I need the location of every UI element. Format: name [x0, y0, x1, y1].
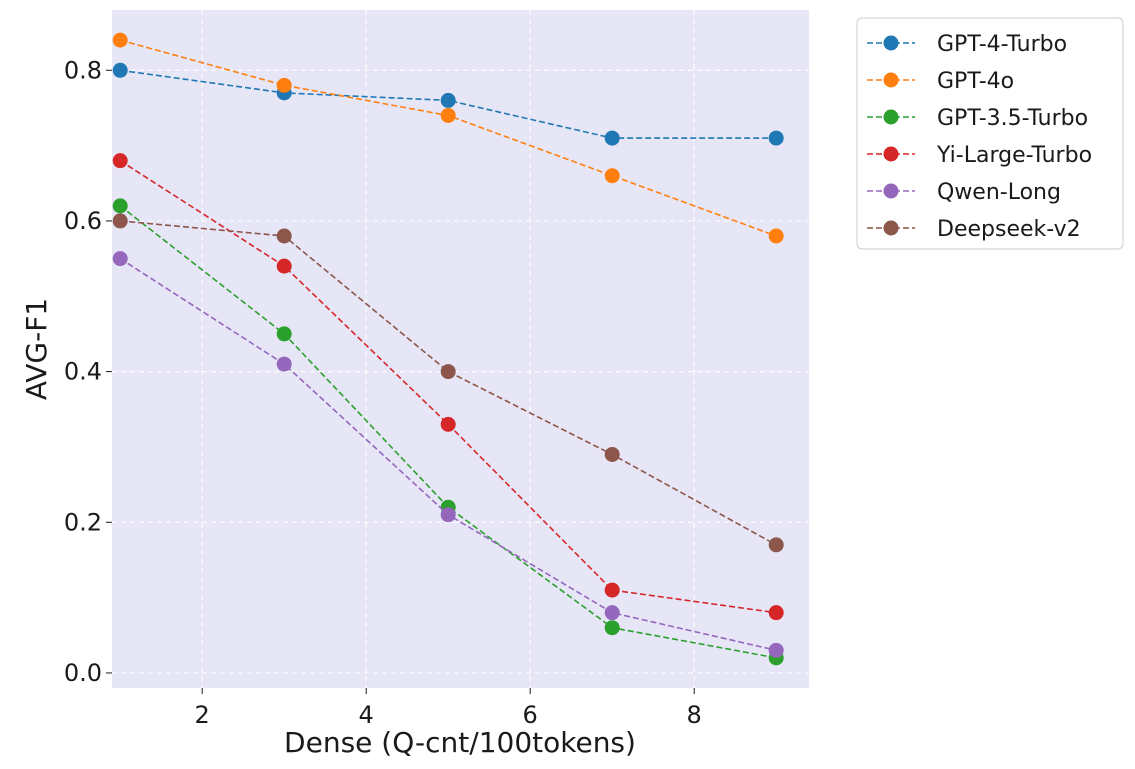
legend-marker [883, 72, 899, 88]
legend-label: GPT-3.5-Turbo [937, 106, 1088, 131]
legend-label: Yi-Large-Turbo [936, 143, 1092, 168]
x-axis-ticks: 2 4 6 8 [195, 688, 702, 729]
data-point [276, 326, 292, 342]
y-tick-label: 0.6 [64, 207, 102, 235]
legend-marker [883, 109, 899, 125]
data-point [112, 251, 128, 267]
x-tick-label: 8 [687, 701, 702, 729]
data-point [440, 364, 456, 380]
data-point [276, 77, 292, 93]
legend-label: GPT-4-Turbo [937, 32, 1067, 57]
data-point [604, 582, 620, 598]
series-qwen-long [112, 251, 784, 658]
data-point [112, 32, 128, 48]
legend-item-yi-large-turbo: Yi-Large-Turbo [867, 143, 1092, 168]
data-point [112, 153, 128, 169]
series-gpt-4o [112, 32, 784, 244]
legend-marker [883, 220, 899, 236]
legend-label: GPT-4o [937, 69, 1014, 94]
legend-box [856, 17, 1124, 250]
data-point [112, 213, 128, 229]
data-point [440, 92, 456, 108]
data-point [768, 228, 784, 244]
legend-label: Deepseek-v2 [937, 217, 1081, 242]
data-point [112, 62, 128, 78]
data-point [768, 537, 784, 553]
y-axis-ticks: 0.0 0.2 0.4 0.6 0.8 [64, 56, 112, 687]
y-tick-label: 0.8 [64, 56, 102, 84]
grid [112, 10, 809, 688]
data-point [276, 356, 292, 372]
legend-item-gpt-4o: GPT-4o [867, 69, 1014, 94]
legend-marker [883, 183, 899, 199]
data-point [768, 605, 784, 621]
plot-background [112, 10, 809, 688]
data-point [112, 198, 128, 214]
data-point [604, 605, 620, 621]
legend-label: Qwen-Long [937, 180, 1061, 205]
legend-item-gpt-4-turbo: GPT-4-Turbo [867, 32, 1067, 57]
data-point [440, 107, 456, 123]
y-tick-label: 0.4 [64, 358, 102, 386]
x-tick-label: 6 [523, 701, 538, 729]
data-point [276, 258, 292, 274]
series-line-deepseek-v2 [120, 220, 777, 546]
y-tick-label: 0.2 [64, 508, 102, 536]
data-point [604, 620, 620, 636]
legend-item-deepseek-v2: Deepseek-v2 [867, 217, 1081, 242]
data-point [768, 130, 784, 146]
y-axis-label: AVG-F1 [20, 298, 53, 400]
series-gpt-4-turbo [112, 62, 784, 146]
series-group [112, 32, 784, 666]
data-point [768, 642, 784, 658]
data-point [604, 168, 620, 184]
data-point [440, 507, 456, 523]
x-axis-label: Dense (Q-cnt/100tokens) [284, 726, 636, 759]
y-tick-label: 0.0 [64, 659, 102, 687]
data-point [276, 228, 292, 244]
x-tick-label: 4 [359, 701, 374, 729]
data-point [604, 446, 620, 462]
legend: GPT-4-Turbo GPT-4o GPT-3.5-Turbo Yi-Large-T… [856, 17, 1124, 250]
legend-marker [883, 146, 899, 162]
data-point [604, 130, 620, 146]
series-deepseek-v2 [112, 213, 784, 553]
legend-item-qwen-long: Qwen-Long [867, 180, 1061, 205]
legend-item-gpt-3-5-turbo: GPT-3.5-Turbo [867, 106, 1088, 131]
legend-marker [883, 35, 899, 51]
x-tick-label: 2 [195, 701, 210, 729]
data-point [440, 416, 456, 432]
